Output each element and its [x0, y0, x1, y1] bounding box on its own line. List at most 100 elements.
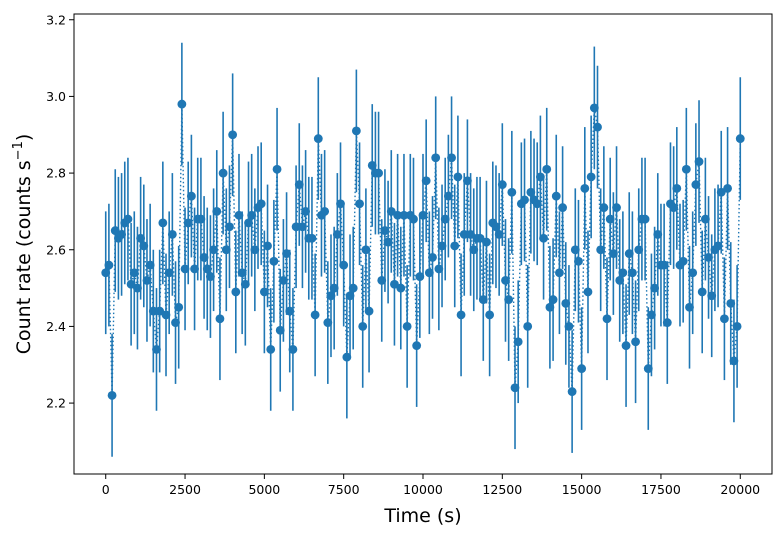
data-point [501, 276, 510, 285]
data-point [567, 387, 577, 396]
data-point [631, 337, 640, 347]
data-point [409, 214, 418, 224]
data-point [551, 191, 561, 201]
data-point [383, 237, 393, 247]
data-point [542, 164, 552, 174]
data-point [555, 268, 564, 278]
data-point [707, 291, 717, 301]
data-point [732, 322, 742, 331]
data-point [234, 210, 244, 220]
data-point [212, 207, 222, 216]
data-point [374, 168, 383, 178]
data-point [596, 245, 606, 255]
data-point [110, 226, 120, 235]
data-point [390, 279, 399, 289]
data-point [431, 153, 441, 163]
data-point [535, 172, 545, 182]
data-point [504, 295, 514, 304]
data-point [583, 287, 593, 297]
data-point [678, 256, 688, 266]
data-point [716, 187, 726, 197]
data-point [561, 299, 571, 308]
data-point [605, 214, 615, 224]
data-point [231, 287, 241, 297]
data-point [164, 268, 174, 278]
data-point [697, 287, 707, 297]
data-point [643, 364, 653, 373]
data-point [225, 222, 234, 232]
data-point [320, 207, 330, 216]
data-point [634, 245, 644, 255]
data-point [228, 130, 238, 140]
data-point [386, 207, 396, 216]
x-tick-label: 20000 [720, 482, 760, 497]
data-point [485, 310, 495, 320]
data-point [196, 214, 206, 224]
data-point [351, 126, 361, 136]
data-point [183, 218, 193, 228]
data-point [202, 264, 212, 274]
data-point [240, 279, 250, 289]
x-tick-label: 15000 [562, 482, 602, 497]
data-point [599, 203, 609, 212]
data-point [107, 391, 117, 400]
data-point [358, 322, 368, 331]
y-axis-label-superscript: −1 [11, 141, 26, 160]
data-point [469, 245, 479, 255]
data-point [155, 306, 165, 316]
data-point [336, 199, 345, 209]
data-point [653, 230, 663, 239]
data-point [259, 287, 269, 297]
data-point [326, 291, 336, 301]
y-axis-label-suffix: ) [13, 134, 35, 141]
y-tick-label: 3.0 [46, 89, 66, 104]
data-point [133, 283, 142, 293]
data-point [174, 302, 184, 312]
point-layer [101, 99, 745, 400]
data-point [615, 276, 625, 285]
data-point [294, 180, 304, 189]
data-point [523, 322, 533, 331]
x-tick-label: 2500 [169, 482, 201, 497]
data-point [510, 383, 520, 393]
data-point [628, 268, 637, 278]
data-point [700, 214, 710, 224]
data-point [574, 256, 583, 266]
data-point [688, 268, 698, 278]
data-point [152, 345, 161, 354]
data-point [380, 226, 390, 235]
data-point [589, 103, 599, 113]
data-point [681, 164, 691, 174]
data-point [402, 322, 412, 331]
data-point [647, 310, 656, 320]
x-tick-label: 17500 [641, 482, 681, 497]
data-point [478, 295, 488, 304]
data-point [399, 210, 409, 220]
data-point [456, 310, 466, 320]
data-point [364, 306, 374, 316]
y-tick-label: 2.6 [46, 242, 66, 257]
data-point [539, 233, 548, 243]
x-axis-label: Time (s) [383, 505, 461, 527]
data-point [298, 222, 307, 232]
data-point [167, 230, 177, 239]
data-point [735, 134, 745, 143]
data-point [608, 249, 618, 258]
data-point [247, 210, 257, 220]
x-tick-label: 5000 [248, 482, 280, 497]
data-point [694, 157, 704, 166]
data-point [285, 306, 295, 316]
data-point [136, 233, 146, 243]
data-point [307, 233, 317, 243]
data-point [497, 180, 507, 189]
x-tick-label: 0 [102, 482, 110, 497]
data-point [548, 295, 558, 304]
data-point [463, 176, 472, 186]
data-point [272, 164, 282, 174]
data-point [593, 122, 602, 132]
data-point [148, 306, 158, 316]
data-point [494, 230, 504, 239]
data-point [393, 210, 403, 220]
data-point [313, 134, 323, 143]
